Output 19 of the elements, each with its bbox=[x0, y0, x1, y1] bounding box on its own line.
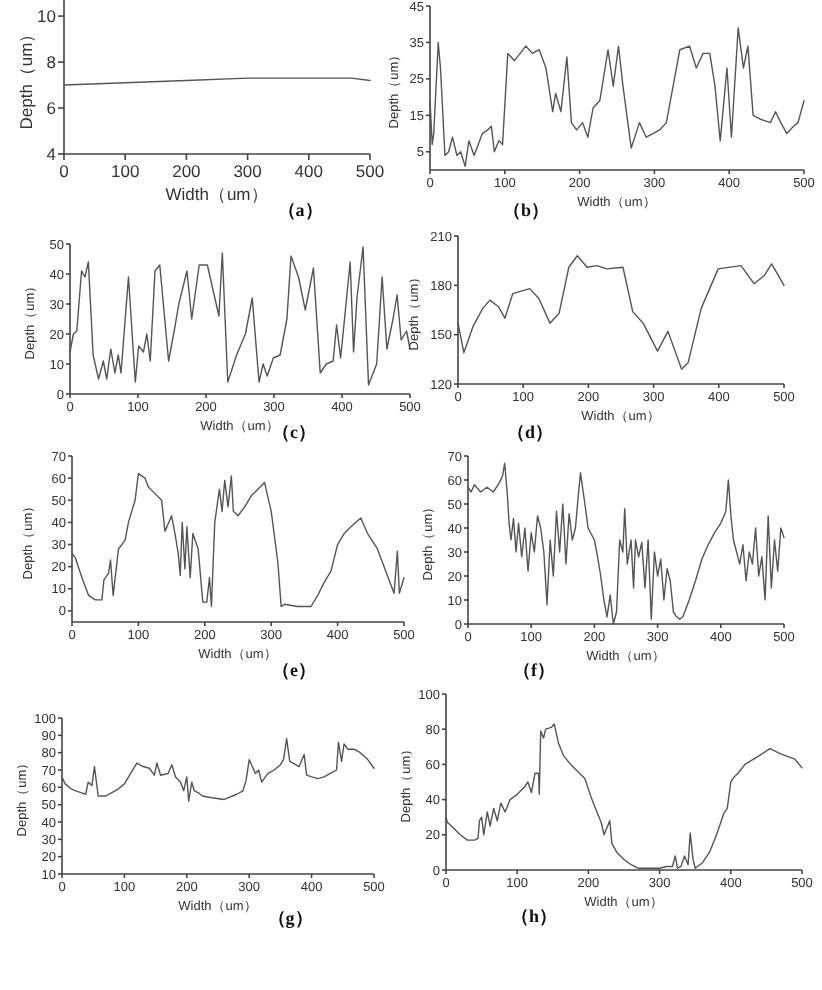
x-tick-label: 200 bbox=[172, 161, 202, 181]
x-tick-label: 400 bbox=[294, 161, 324, 181]
text: （b） bbox=[502, 200, 550, 220]
text: （h） bbox=[510, 906, 558, 926]
text: （f） bbox=[513, 660, 555, 680]
x-tick-label: 300 bbox=[233, 161, 263, 181]
x-tick-label: 500 bbox=[355, 161, 385, 181]
y-tick-label: 10 bbox=[37, 6, 57, 27]
y-tick-label: 4 bbox=[46, 143, 57, 164]
text: （e） bbox=[272, 660, 316, 680]
x-tick-label: 100 bbox=[111, 161, 140, 181]
text: （c） bbox=[272, 422, 316, 442]
text: （g） bbox=[267, 908, 313, 928]
y-axis-title: Depth（um） bbox=[16, 24, 36, 130]
y-tick-label: 8 bbox=[46, 52, 57, 73]
x-axis-title: Width（um） bbox=[165, 184, 269, 204]
text: （d） bbox=[506, 422, 554, 442]
text: （a） bbox=[277, 200, 323, 220]
y-tick-label: 6 bbox=[46, 97, 57, 118]
